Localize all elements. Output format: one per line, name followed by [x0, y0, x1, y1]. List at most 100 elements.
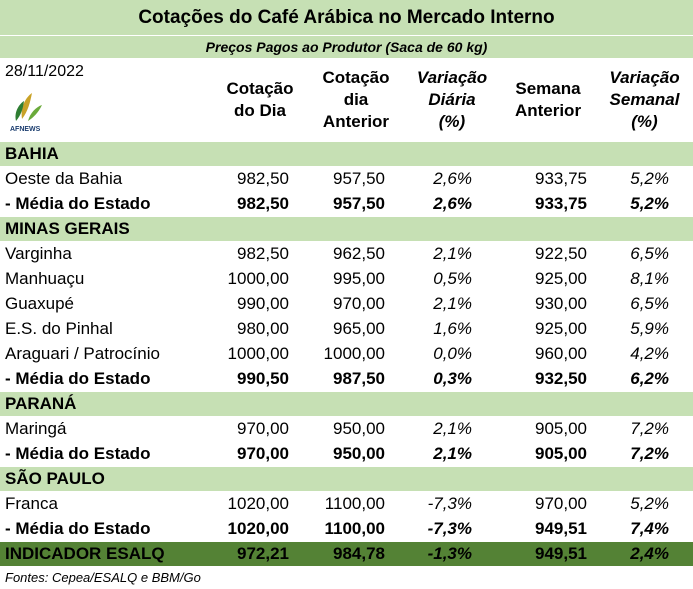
cell-semana-anterior: 925,00	[535, 319, 587, 338]
row-label: E.S. do Pinhal	[5, 319, 113, 338]
cell-variacao-diaria: 2,1%	[433, 419, 472, 438]
cell-cotacao-dia: 980,00	[237, 319, 289, 338]
state-average-row: - Média do Estado 1020,00 1100,00 -7,3% 949,…	[0, 516, 693, 541]
cell-semana-anterior: 933,75	[535, 194, 587, 213]
cell-semana-anterior: 932,50	[535, 369, 587, 388]
cell-cotacao-anterior: 984,78	[333, 544, 385, 563]
table-subtitle: Preços Pagos ao Produtor (Saca de 60 kg)	[0, 36, 693, 58]
cell-cotacao-dia: 1020,00	[227, 519, 289, 538]
section-header-row: PARANÁ	[0, 391, 693, 416]
cell-cotacao-dia: 1020,00	[227, 494, 289, 513]
cell-variacao-diaria: 0,0%	[433, 344, 472, 363]
cell-semana-anterior: 933,75	[535, 169, 587, 188]
cell-cotacao-anterior: 1000,00	[323, 344, 385, 363]
cell-variacao-diaria: 2,6%	[433, 194, 472, 213]
cell-variacao-diaria: 2,1%	[433, 444, 472, 463]
column-header-row: 28/11/2022 AFNEWS Cotação do Dia Cotação d…	[0, 59, 693, 141]
table-row: Guaxupé 990,00 970,00 2,1% 930,00 6,5%	[0, 291, 693, 316]
cell-cotacao-anterior: 957,50	[333, 169, 385, 188]
row-label: SÃO PAULO	[5, 469, 105, 488]
cell-cotacao-anterior: 957,50	[333, 194, 385, 213]
cell-variacao-diaria: 2,6%	[433, 169, 472, 188]
row-label: INDICADOR ESALQ	[5, 544, 165, 563]
cell-semana-anterior: 922,50	[535, 244, 587, 263]
quote-date: 28/11/2022	[5, 63, 84, 80]
cell-semana-anterior: 925,00	[535, 269, 587, 288]
cell-variacao-diaria: 2,1%	[433, 294, 472, 313]
cell-variacao-semanal: 7,4%	[630, 519, 669, 538]
section-header-row: SÃO PAULO	[0, 466, 693, 491]
cell-variacao-semanal: 5,9%	[630, 319, 669, 338]
sources-footnote: Fontes: Cepea/ESALQ e BBM/Go	[5, 570, 201, 585]
cell-semana-anterior: 960,00	[535, 344, 587, 363]
cell-variacao-semanal: 5,2%	[630, 494, 669, 513]
cell-cotacao-anterior: 970,00	[333, 294, 385, 313]
cell-semana-anterior: 949,51	[535, 544, 587, 563]
header-variacao-semanal: Variação Semanal (%)	[609, 68, 680, 131]
cell-variacao-semanal: 5,2%	[630, 194, 669, 213]
table-row: Araguari / Patrocínio 1000,00 1000,00 0,0% 9…	[0, 341, 693, 366]
indicator-row: INDICADOR ESALQ 972,21 984,78 -1,3% 949,51 2,…	[0, 541, 693, 566]
cell-cotacao-dia: 982,50	[237, 169, 289, 188]
cell-cotacao-dia: 990,50	[237, 369, 289, 388]
row-label: - Média do Estado	[5, 194, 151, 213]
cell-cotacao-anterior: 987,50	[333, 369, 385, 388]
cell-cotacao-dia: 1000,00	[227, 269, 289, 288]
row-label: Oeste da Bahia	[5, 169, 123, 188]
state-average-row: - Média do Estado 990,50 987,50 0,3% 932,50 6…	[0, 366, 693, 391]
table-title: Cotações do Café Arábica no Mercado Inte…	[0, 0, 693, 35]
state-average-row: - Média do Estado 970,00 950,00 2,1% 905,00 7…	[0, 441, 693, 466]
cell-semana-anterior: 905,00	[535, 419, 587, 438]
row-label: Manhuaçu	[5, 269, 85, 288]
cell-variacao-semanal: 2,4%	[630, 544, 669, 563]
row-label: MINAS GERAIS	[5, 219, 130, 238]
cell-cotacao-anterior: 950,00	[333, 444, 385, 463]
cell-variacao-diaria: -7,3%	[427, 519, 472, 538]
cell-semana-anterior: 905,00	[535, 444, 587, 463]
afnews-logo-icon: AFNEWS	[10, 93, 42, 133]
cell-semana-anterior: 949,51	[535, 519, 587, 538]
cell-cotacao-anterior: 1100,00	[324, 519, 385, 538]
cell-variacao-semanal: 6,5%	[630, 244, 669, 263]
cell-cotacao-dia: 982,50	[237, 194, 289, 213]
logo-text: AFNEWS	[10, 126, 41, 133]
table-row: Maringá 970,00 950,00 2,1% 905,00 7,2%	[0, 416, 693, 441]
row-label: PARANÁ	[5, 394, 77, 413]
cell-cotacao-dia: 990,00	[237, 294, 289, 313]
cell-cotacao-dia: 970,00	[237, 419, 289, 438]
cell-cotacao-anterior: 1100,00	[324, 494, 385, 513]
header-cotacao-anterior: Cotação dia Anterior	[322, 68, 390, 131]
cell-variacao-diaria: 2,1%	[433, 244, 472, 263]
cell-variacao-semanal: 8,1%	[630, 269, 669, 288]
row-label: Varginha	[5, 244, 72, 263]
cell-variacao-diaria: -7,3%	[427, 494, 472, 513]
cell-variacao-semanal: 5,2%	[630, 169, 669, 188]
cell-cotacao-anterior: 950,00	[333, 419, 385, 438]
table-row: Oeste da Bahia 982,50 957,50 2,6% 933,75 5,2%	[0, 166, 693, 191]
quotes-table: BAHIA Oeste da Bahia 982,50 957,50 2,6% 933,7…	[0, 141, 693, 566]
cell-variacao-semanal: 7,2%	[630, 444, 669, 463]
row-label: Araguari / Patrocínio	[5, 344, 160, 363]
cell-variacao-diaria: -1,3%	[427, 544, 472, 563]
cell-cotacao-anterior: 995,00	[333, 269, 385, 288]
cell-variacao-diaria: 0,3%	[433, 369, 472, 388]
cell-variacao-diaria: 1,6%	[433, 319, 472, 338]
header-variacao-diaria: Variação Diária (%)	[416, 68, 488, 131]
cell-variacao-semanal: 4,2%	[630, 344, 669, 363]
cell-cotacao-anterior: 962,50	[333, 244, 385, 263]
state-average-row: - Média do Estado 982,50 957,50 2,6% 933,75 5…	[0, 191, 693, 216]
table-row: Franca 1020,00 1100,00 -7,3% 970,00 5,2%	[0, 491, 693, 516]
cell-cotacao-dia: 970,00	[237, 444, 289, 463]
table-row: Varginha 982,50 962,50 2,1% 922,50 6,5%	[0, 241, 693, 266]
cell-variacao-diaria: 0,5%	[433, 269, 472, 288]
section-header-row: MINAS GERAIS	[0, 216, 693, 241]
row-label: BAHIA	[5, 144, 59, 163]
cell-cotacao-dia: 1000,00	[227, 344, 289, 363]
row-label: - Média do Estado	[5, 369, 151, 388]
row-label: - Média do Estado	[5, 519, 151, 538]
section-header-row: BAHIA	[0, 141, 693, 166]
cell-variacao-semanal: 7,2%	[630, 419, 669, 438]
row-label: Guaxupé	[5, 294, 74, 313]
cell-variacao-semanal: 6,2%	[630, 369, 669, 388]
row-label: Franca	[5, 494, 58, 513]
